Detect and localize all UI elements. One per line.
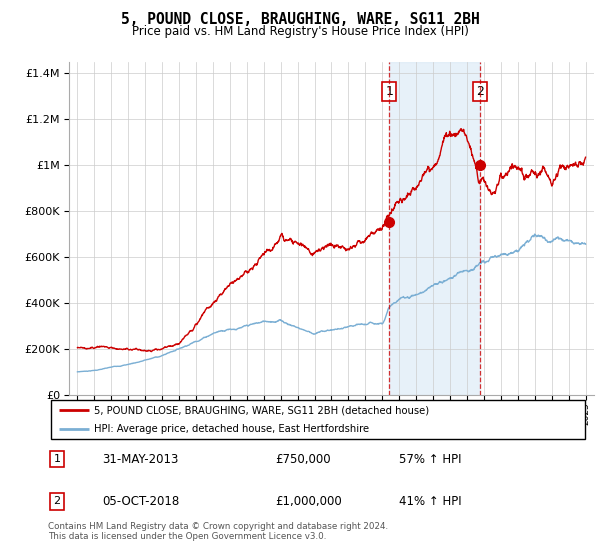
Text: 2: 2	[53, 496, 61, 506]
Text: Price paid vs. HM Land Registry's House Price Index (HPI): Price paid vs. HM Land Registry's House …	[131, 25, 469, 38]
Text: 1: 1	[385, 85, 394, 98]
Text: 2: 2	[476, 85, 484, 98]
Text: 1: 1	[53, 454, 61, 464]
Text: £1,000,000: £1,000,000	[275, 495, 341, 508]
Text: 57% ↑ HPI: 57% ↑ HPI	[399, 452, 461, 465]
Text: £750,000: £750,000	[275, 452, 331, 465]
Text: 31-MAY-2013: 31-MAY-2013	[102, 452, 178, 465]
Text: 5, POUND CLOSE, BRAUGHING, WARE, SG11 2BH: 5, POUND CLOSE, BRAUGHING, WARE, SG11 2B…	[121, 12, 479, 27]
FancyBboxPatch shape	[50, 400, 586, 439]
Text: Contains HM Land Registry data © Crown copyright and database right 2024.
This d: Contains HM Land Registry data © Crown c…	[48, 522, 388, 542]
Text: 41% ↑ HPI: 41% ↑ HPI	[399, 495, 461, 508]
Text: HPI: Average price, detached house, East Hertfordshire: HPI: Average price, detached house, East…	[94, 424, 369, 433]
Bar	[389, 62, 479, 395]
Text: 05-OCT-2018: 05-OCT-2018	[102, 495, 179, 508]
Text: 5, POUND CLOSE, BRAUGHING, WARE, SG11 2BH (detached house): 5, POUND CLOSE, BRAUGHING, WARE, SG11 2B…	[94, 405, 429, 415]
